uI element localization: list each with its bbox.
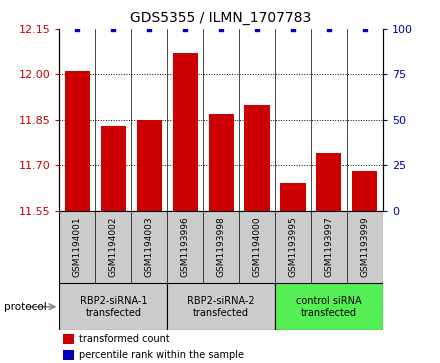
Point bbox=[182, 26, 189, 32]
Point bbox=[253, 26, 260, 32]
Bar bbox=[59, 283, 167, 330]
Bar bbox=[316, 153, 341, 211]
Point bbox=[110, 26, 117, 32]
Point bbox=[146, 26, 153, 32]
Bar bbox=[137, 120, 162, 211]
Text: GSM1193996: GSM1193996 bbox=[181, 216, 190, 277]
Point bbox=[218, 26, 225, 32]
Bar bbox=[280, 183, 305, 211]
Point bbox=[326, 26, 333, 32]
Bar bbox=[209, 114, 234, 211]
Point bbox=[361, 26, 368, 32]
Bar bbox=[101, 126, 126, 211]
Text: protocol: protocol bbox=[4, 302, 47, 312]
Point bbox=[290, 26, 297, 32]
Text: percentile rank within the sample: percentile rank within the sample bbox=[79, 350, 244, 360]
Bar bbox=[172, 53, 198, 211]
Text: RBP2-siRNA-2
transfected: RBP2-siRNA-2 transfected bbox=[187, 296, 255, 318]
Point bbox=[74, 26, 81, 32]
Text: GSM1193998: GSM1193998 bbox=[216, 216, 226, 277]
Bar bbox=[352, 171, 378, 211]
Text: GSM1194002: GSM1194002 bbox=[109, 217, 118, 277]
Text: GSM1193999: GSM1193999 bbox=[360, 216, 369, 277]
Bar bbox=[62, 334, 74, 344]
Text: GSM1194000: GSM1194000 bbox=[253, 216, 261, 277]
Text: GSM1193997: GSM1193997 bbox=[324, 216, 334, 277]
Title: GDS5355 / ILMN_1707783: GDS5355 / ILMN_1707783 bbox=[131, 11, 312, 25]
Text: GSM1193995: GSM1193995 bbox=[289, 216, 297, 277]
Text: GSM1194001: GSM1194001 bbox=[73, 216, 82, 277]
Bar bbox=[275, 283, 383, 330]
Bar bbox=[167, 283, 275, 330]
Bar bbox=[245, 105, 270, 211]
Text: control siRNA
transfected: control siRNA transfected bbox=[296, 296, 362, 318]
Bar bbox=[65, 72, 90, 211]
Bar bbox=[62, 350, 74, 360]
Text: transformed count: transformed count bbox=[79, 334, 169, 344]
Text: RBP2-siRNA-1
transfected: RBP2-siRNA-1 transfected bbox=[80, 296, 147, 318]
Text: GSM1194003: GSM1194003 bbox=[145, 216, 154, 277]
